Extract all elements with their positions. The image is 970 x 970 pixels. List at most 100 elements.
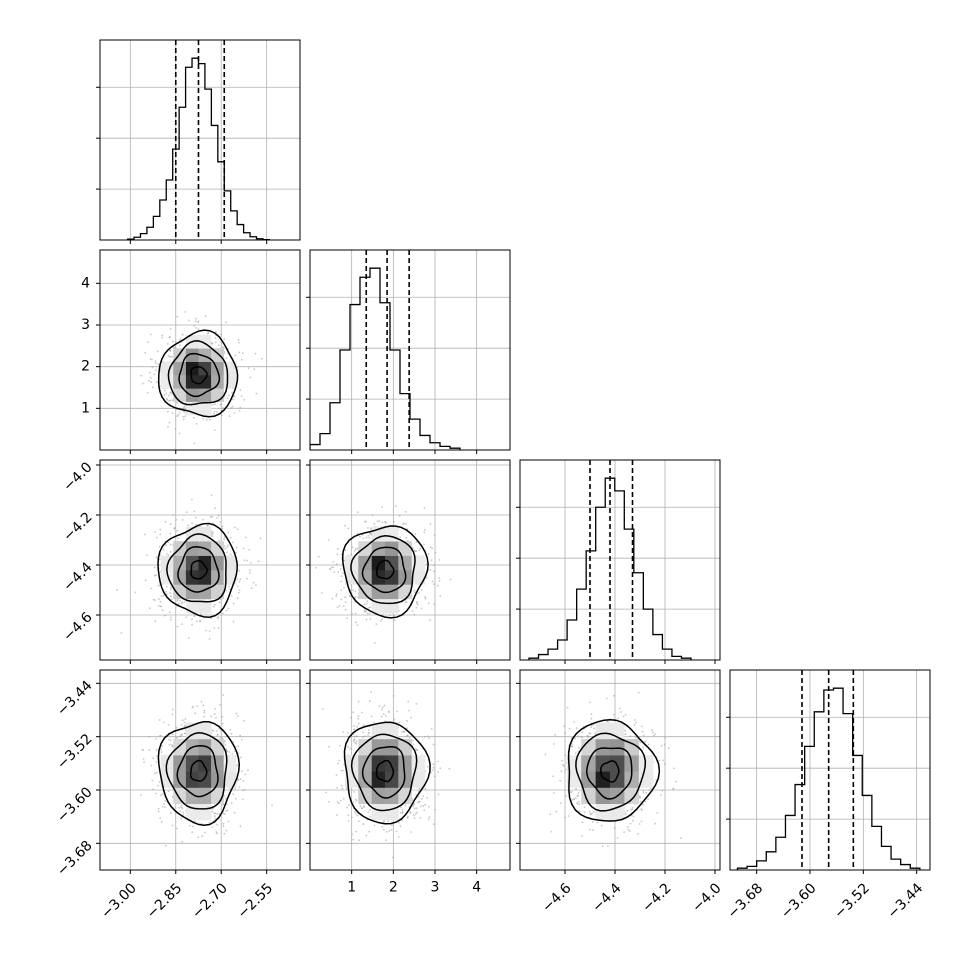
panel-frame bbox=[99, 669, 301, 871]
panel-1-1 bbox=[306, 249, 511, 454]
scatter-point bbox=[225, 321, 227, 324]
scatter-point bbox=[238, 580, 241, 583]
scatter-point bbox=[369, 815, 371, 818]
scatter-point bbox=[342, 572, 344, 575]
scatter-point bbox=[382, 713, 385, 716]
scatter-point bbox=[559, 779, 562, 782]
scatter-point bbox=[175, 827, 178, 830]
scatter-point bbox=[161, 336, 164, 339]
scatter-point bbox=[247, 769, 249, 771]
scatter-point bbox=[227, 820, 230, 823]
scatter-point bbox=[365, 602, 368, 605]
scatter-point bbox=[158, 719, 161, 721]
scatter-point bbox=[404, 804, 407, 807]
scatter-point bbox=[347, 820, 350, 822]
scatter-point bbox=[213, 815, 216, 818]
scatter-point bbox=[362, 724, 365, 727]
scatter-point bbox=[238, 569, 241, 572]
scatter-point bbox=[352, 711, 354, 714]
gridlines bbox=[730, 670, 930, 870]
contour-line-3 bbox=[343, 721, 431, 825]
density-cell bbox=[211, 584, 224, 600]
scatter-point bbox=[181, 601, 184, 604]
scatter-point bbox=[367, 534, 370, 537]
scatter-point bbox=[393, 718, 396, 720]
scatter-point bbox=[155, 738, 158, 740]
ytick-label: −4.4 bbox=[60, 559, 95, 594]
scatter-point bbox=[191, 623, 194, 626]
scatter-point bbox=[148, 607, 151, 610]
scatter-point bbox=[185, 616, 188, 619]
scatter-point bbox=[183, 601, 186, 604]
scatter-point bbox=[617, 717, 620, 720]
scatter-point bbox=[629, 822, 632, 825]
scatter-point bbox=[368, 731, 370, 734]
scatter-point bbox=[413, 589, 416, 592]
scatter-point bbox=[581, 821, 584, 824]
scatter-point bbox=[601, 845, 604, 848]
panel-content bbox=[730, 670, 930, 870]
density-cell bbox=[211, 388, 224, 402]
scatter-point bbox=[346, 806, 348, 809]
scatter-point bbox=[165, 591, 168, 593]
scatter-point bbox=[675, 780, 678, 783]
scatter-point bbox=[229, 728, 232, 731]
contour-line-1 bbox=[361, 746, 406, 799]
contour-line-0 bbox=[190, 560, 208, 580]
scatter-point bbox=[437, 760, 439, 763]
scatter-point bbox=[647, 798, 649, 801]
scatter-point bbox=[354, 596, 356, 599]
scatter-point bbox=[414, 748, 417, 751]
scatter-point bbox=[575, 787, 577, 790]
scatter-point bbox=[355, 735, 358, 737]
scatter-point bbox=[175, 341, 177, 343]
scatter-point bbox=[336, 547, 339, 550]
xtick-label: −4.6 bbox=[539, 880, 574, 915]
scatter-point bbox=[151, 779, 154, 782]
scatter-point bbox=[232, 602, 235, 605]
scatter-point bbox=[213, 713, 216, 716]
density-cell bbox=[198, 755, 212, 772]
density-cell bbox=[595, 722, 611, 740]
scatter-point bbox=[422, 795, 424, 797]
scatter-point bbox=[197, 836, 200, 839]
scatter-point bbox=[358, 820, 360, 823]
scatter-point bbox=[241, 770, 243, 772]
scatter-point bbox=[158, 558, 161, 561]
scatter-point bbox=[156, 755, 158, 758]
scatter-point bbox=[196, 620, 198, 622]
scatter-point bbox=[383, 828, 385, 831]
scatter-point bbox=[214, 337, 217, 339]
scatter-point bbox=[141, 748, 144, 751]
panel-content bbox=[100, 460, 300, 660]
scatter-point bbox=[415, 703, 418, 705]
scatter-point bbox=[428, 737, 430, 740]
scatter-point bbox=[222, 612, 224, 615]
scatter-point bbox=[159, 794, 162, 796]
density-cell bbox=[223, 555, 237, 571]
ytick-label: 2 bbox=[81, 359, 90, 375]
scatter-point bbox=[589, 732, 592, 735]
scatter-point bbox=[224, 589, 227, 592]
density-cell bbox=[211, 361, 224, 376]
scatter-point bbox=[578, 803, 581, 806]
contour-line-3 bbox=[341, 525, 429, 619]
scatter-point bbox=[176, 315, 179, 318]
scatter-point bbox=[162, 549, 165, 551]
scatter-point bbox=[433, 534, 436, 536]
scatter-point bbox=[409, 811, 412, 814]
scatter-point bbox=[239, 778, 242, 781]
scatter-point bbox=[259, 537, 262, 540]
scatter-point bbox=[163, 393, 166, 396]
scatter-point bbox=[243, 719, 245, 722]
scatter-point bbox=[261, 357, 263, 360]
scatter-point bbox=[380, 715, 383, 718]
density-cell bbox=[185, 755, 199, 772]
scatter-point bbox=[423, 543, 425, 546]
scatter-point bbox=[141, 382, 144, 385]
scatter-point bbox=[619, 707, 621, 710]
scatter-point bbox=[240, 395, 243, 397]
scatter-point bbox=[385, 839, 387, 841]
scatter-point bbox=[151, 358, 153, 361]
scatter-point bbox=[163, 803, 165, 805]
